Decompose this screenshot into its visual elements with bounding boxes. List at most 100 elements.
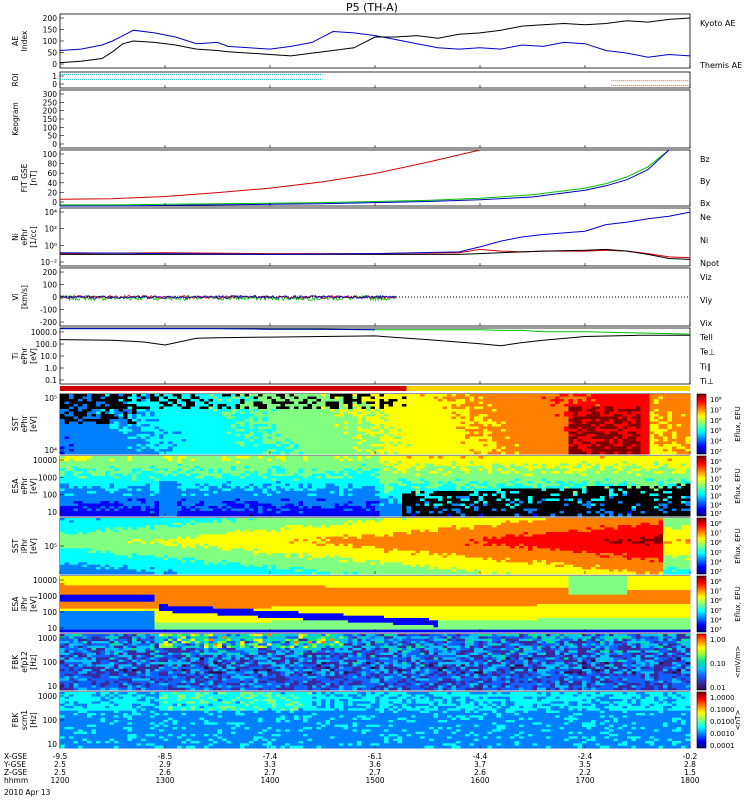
colorbar-tick-label: 0.01 [710,684,726,692]
colorbar-tick-label: 1.00 [710,636,726,644]
colorbar-label: Eflux, EFU [734,586,742,621]
panel-frame [60,208,690,266]
colorbar [697,576,706,632]
x-tick-label: 1600 [470,776,489,785]
legend-entry: Ni [700,236,708,245]
plot-title: P5 (TH-A) [346,1,398,14]
legend-entry: Viz [700,273,712,282]
y-tick-label: 150 [43,26,58,35]
y-tick-label: 1000 [38,592,57,601]
series-line-kyoto-ae [60,30,690,57]
y-tick-label: 250 [43,98,58,107]
colorbar-tick-label: 10⁶ [710,539,722,547]
y-axis-label: FBK [11,654,20,669]
y-axis-label: [Hz] [29,654,38,670]
y-tick-label: 200 [43,107,58,116]
y-axis-label: AE [11,36,20,46]
y-axis-label: B [11,175,20,180]
colorbar-tick-label: 10⁴ [710,501,722,509]
colorbar-tick-label: 10⁴ [710,558,722,566]
colorbar-tick-label: 10³ [710,510,722,518]
y-axis-label: ESA [11,478,20,494]
y-tick-label: 1.0 [45,364,57,373]
colorbar-tick-label: 10⁵ [710,427,722,435]
y-axis-label: [eV] [29,538,38,554]
y-tick-label: 50 [47,49,57,58]
colorbar [697,634,706,690]
y-axis-label: iPhr [20,596,29,611]
legend-entry: Bz [700,155,710,164]
y-axis-label: ESA [11,596,20,612]
y-tick-label: 1000.0 [31,328,57,337]
legend-entry: By [700,177,710,186]
series-line-npot [60,212,690,254]
y-tick-label: 0 [52,293,57,302]
colorbar-tick-label: 10⁶ [710,484,722,492]
y-tick-label: 10000 [33,456,57,465]
colorbar-label: Eflux, EFU [734,468,742,503]
status-strip-yellow [407,386,691,391]
y-tick-label: 10000 [33,576,57,585]
colorbar-tick-label: 10³ [710,568,722,576]
y-tick-label: 0.1 [45,376,57,385]
y-axis-label: ePhr [20,415,29,433]
y-tick-label: 50 [47,132,57,141]
y-tick-label: 150 [43,115,58,124]
colorbar-tick-label: 0.1000 [710,706,735,714]
y-tick-label: 100 [43,608,58,617]
legend-entry: Vix [700,319,713,328]
colorbar-tick-label: 10⁵ [710,607,722,615]
y-tick-label: 1000 [38,634,57,643]
y-tick-label: 20 [47,188,57,197]
y-tick-label: 1000 [38,692,57,701]
y-tick-label: 40 [47,179,57,188]
colorbar-tick-label: 10⁴ [710,616,722,624]
panel-frame [60,14,690,68]
y-tick-label: 80 [47,160,57,169]
x-tick-label: 1200 [50,776,69,785]
spectrogram-cells [60,634,690,690]
y-axis-label: ePhr [20,477,29,495]
y-axis-label: [km/s] [20,285,29,309]
y-axis-label: efp12 [20,651,29,673]
colorbar-tick-label: 10⁸ [710,578,722,586]
y-tick-label: 10⁵ [44,542,57,551]
series-line-bz [60,150,480,199]
y-axis-label: SST [11,417,20,432]
legend-entry: Ti⊥ [699,377,714,386]
y-tick-label: 0 [52,198,57,207]
colorbar [697,518,706,574]
colorbar-tick-label: 10⁷ [710,406,722,414]
y-axis-label: [nT] [29,170,38,185]
y-tick-label: 100 [43,37,58,46]
y-tick-label: 100 [43,123,58,132]
y-axis-label: ROI [11,73,20,86]
colorbar [697,456,706,516]
colorbar-tick-label: 10⁶ [710,417,722,425]
y-tick-label: 0 [52,60,57,69]
y-tick-label: 10 [47,508,57,517]
spectrogram-cells [60,394,690,454]
y-tick-label: 10 [47,624,57,633]
panel-roi: ROI 01 [11,72,690,89]
y-axis-label: [eV] [29,416,38,432]
x-tick-label: 1500 [365,776,384,785]
colorbar-label: <nT> [734,710,742,731]
colorbar-tick-label: 10⁹ [710,458,722,466]
y-tick-label: 200 [43,14,58,23]
y-axis-label: [eV] [29,478,38,494]
colorbar-tick-label: 10⁷ [710,475,722,483]
panel-frame [60,90,690,148]
legend-entry: Themis AE [699,61,742,70]
y-tick-label: 10⁵ [44,394,57,403]
x-tick-label: 1400 [260,776,279,785]
date-label: 2010 Apr 13 [4,788,51,797]
y-axis-label: Ni [11,233,20,241]
y-tick-label: 10⁴ [44,208,57,217]
colorbar [697,394,706,454]
y-tick-label: 10 [47,740,57,749]
